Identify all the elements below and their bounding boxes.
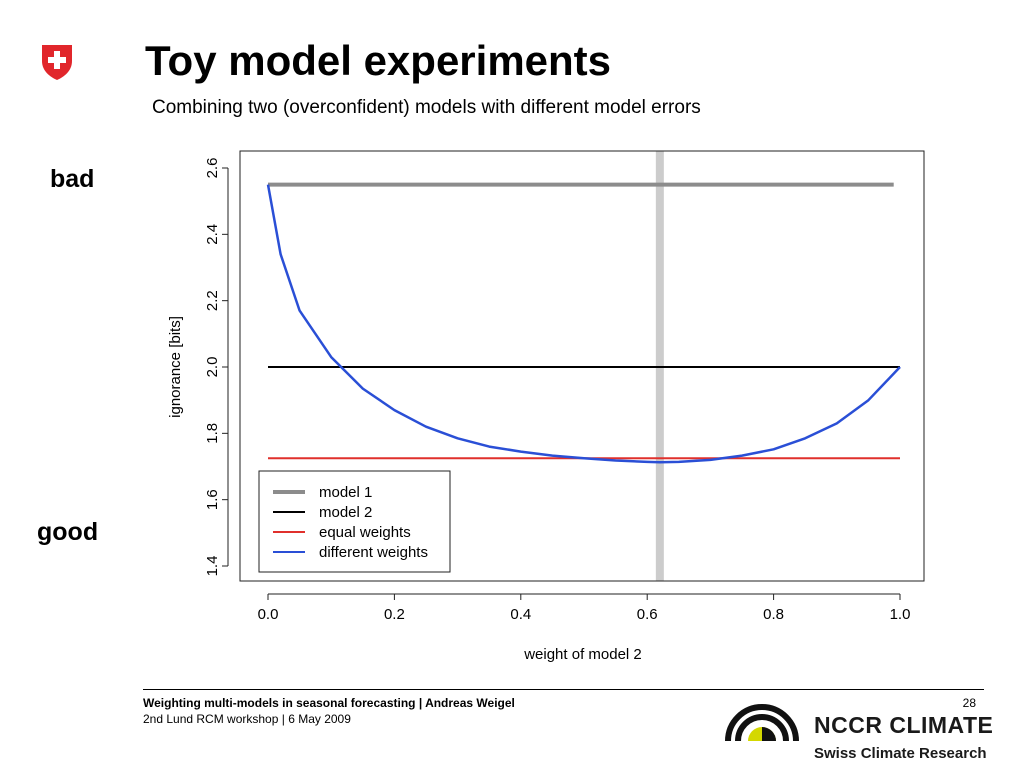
legend-box (258, 470, 451, 573)
page-title: Toy model experiments (145, 37, 612, 84)
x-tick-label: 1.0 (890, 606, 911, 623)
legend-label: model 2 (319, 504, 372, 521)
x-tick-label: 0.4 (510, 606, 531, 623)
footer-event: 2nd Lund RCM workshop | 6 May 2009 (143, 712, 351, 726)
plot-frame (239, 150, 925, 582)
nccr-logo-name: NCCR CLIMATE (814, 712, 994, 738)
x-tick-label: 0.6 (637, 606, 658, 623)
series-line-3 (266, 184, 901, 464)
chart: 0.0 0.2 0.4 0.6 0.8 1.01.41.61.82.02.22.42.6 … (167, 150, 925, 663)
y-axis-label: ignorance [bits] (167, 316, 184, 418)
y-tick-label: 2.0 (204, 357, 221, 378)
legend-label: model 1 (319, 484, 372, 501)
y-tick-label: 2.4 (204, 224, 221, 245)
y-tick-label: 2.6 (204, 158, 221, 179)
y-tick-label: 1.8 (204, 423, 221, 444)
footer-divider (143, 689, 984, 690)
bad-label: bad (50, 165, 95, 193)
nccr-logo-icon (725, 704, 799, 742)
page-subtitle: Combining two (overconfident) models wit… (152, 97, 701, 118)
legend-label: different weights (319, 544, 428, 561)
x-tick-label: 0.8 (763, 606, 784, 623)
legend-label: equal weights (319, 524, 411, 541)
good-label: good (37, 518, 99, 546)
footer-title: Weighting multi-models in seasonal forec… (143, 696, 515, 710)
y-tick-label: 1.6 (204, 489, 221, 510)
y-tick-label: 2.2 (204, 290, 221, 311)
swiss-emblem-icon (42, 45, 72, 80)
nccr-logo-tagline: Swiss Climate Research (814, 745, 987, 762)
legend: model 1 model 2 equal weights different wei… (258, 470, 451, 573)
x-tick-label: 0.2 (384, 606, 405, 623)
page-number: 28 (962, 696, 976, 710)
y-tick-label: 1.4 (204, 556, 221, 577)
x-axis-label: weight of model 2 (523, 646, 642, 663)
x-tick-label: 0.0 (258, 606, 279, 623)
